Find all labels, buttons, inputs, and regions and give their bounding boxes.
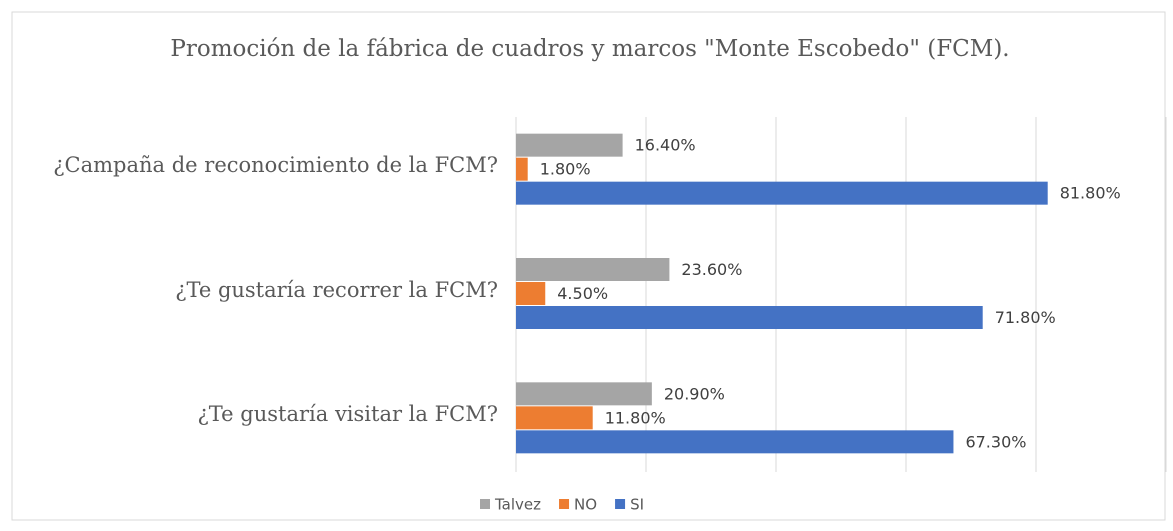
y-tick-label: ¿Campaña de reconocimiento de la FCM? bbox=[53, 153, 498, 178]
legend-label: NO bbox=[574, 496, 597, 514]
value-label: 1.80% bbox=[540, 160, 591, 179]
chart-title: Promoción de la fábrica de cuadros y mar… bbox=[170, 36, 1010, 62]
value-label: 4.50% bbox=[557, 284, 608, 303]
value-label: 11.80% bbox=[605, 408, 666, 427]
bar bbox=[516, 382, 652, 406]
legend-label: SI bbox=[630, 496, 644, 514]
value-label: 71.80% bbox=[995, 308, 1056, 327]
y-tick-label: ¿Te gustaría visitar la FCM? bbox=[197, 401, 498, 426]
bar bbox=[516, 133, 623, 157]
value-label: 81.80% bbox=[1060, 184, 1121, 203]
bar bbox=[516, 406, 593, 430]
legend-label: Talvez bbox=[494, 496, 541, 514]
bar bbox=[516, 181, 1048, 205]
legend-swatch bbox=[480, 499, 490, 509]
value-label: 20.90% bbox=[664, 384, 725, 403]
legend-swatch bbox=[559, 499, 570, 509]
value-label: 23.60% bbox=[681, 260, 742, 279]
bar bbox=[516, 282, 546, 305]
legend-swatch bbox=[615, 499, 626, 509]
value-label: 67.30% bbox=[965, 432, 1026, 451]
bar bbox=[516, 430, 954, 454]
y-tick-label: ¿Te gustaría recorrer la FCM? bbox=[175, 277, 498, 302]
bar bbox=[516, 306, 983, 329]
value-label: 16.40% bbox=[635, 136, 696, 155]
bar bbox=[516, 157, 528, 181]
bar bbox=[516, 258, 670, 281]
